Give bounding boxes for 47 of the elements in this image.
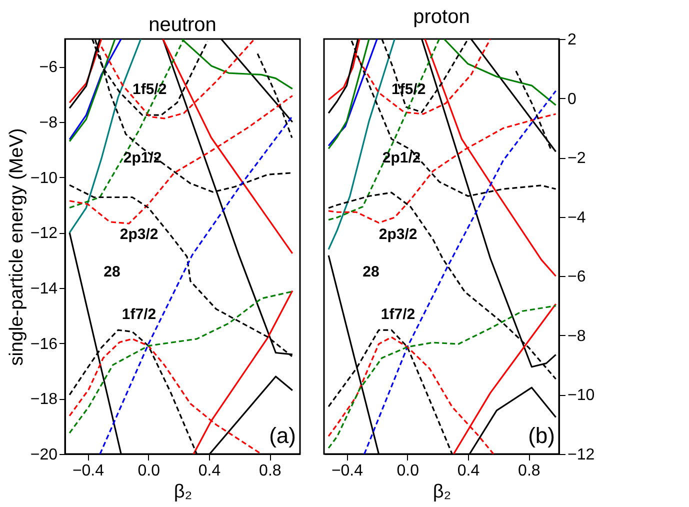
line-series — [99, 116, 293, 454]
y-tick-label: −6 — [568, 268, 586, 286]
y-tick-label: −16 — [30, 336, 58, 353]
annotation: 2p1/2 — [123, 149, 162, 166]
y-axis-title: single-particle energy (MeV) — [6, 128, 28, 366]
annotation: 2p1/2 — [382, 149, 421, 166]
chart-title: proton — [413, 6, 470, 28]
y-tick-label: −20 — [30, 446, 58, 464]
annotation: (b) — [528, 423, 555, 448]
x-tick-label: 0.0 — [138, 462, 160, 480]
line-series — [443, 39, 557, 106]
annotation: 28 — [104, 263, 120, 280]
y-tick-label: −12 — [568, 446, 595, 464]
y-tick-label: −8 — [39, 114, 58, 132]
x-tick-label: −0.4 — [331, 462, 364, 480]
x-tick-label: −0.4 — [72, 462, 104, 480]
annotation: 1f7/2 — [380, 306, 416, 324]
y-tick-label: −10 — [30, 170, 58, 187]
y-tick-label: −10 — [568, 387, 595, 404]
annotation: 2p3/2 — [378, 226, 418, 244]
y-tick-label: −2 — [568, 150, 586, 168]
annotation: (a) — [269, 423, 296, 448]
x-tick-label: 0.8 — [259, 462, 282, 480]
chart-title: neutron — [148, 14, 216, 36]
line-series — [328, 39, 378, 147]
x-tick-label: 0.4 — [198, 462, 221, 480]
line-series — [328, 304, 557, 449]
x-axis-title: β₂ — [174, 482, 192, 502]
line-series — [328, 39, 370, 150]
annotation: 2p3/2 — [120, 226, 158, 244]
x-tick-label: 0.0 — [396, 462, 420, 480]
line-series — [328, 39, 440, 221]
y-tick-label: 2 — [568, 32, 576, 48]
y-tick-label: −14 — [30, 280, 58, 298]
x-tick-label: 0.4 — [457, 462, 480, 480]
annotation: 1f5/2 — [132, 80, 167, 98]
x-axis-title: β₂ — [432, 482, 452, 502]
x-tick-label: 0.8 — [518, 462, 540, 480]
y-tick-label: −6 — [39, 59, 58, 76]
y-tick-label: −8 — [568, 328, 586, 345]
y-tick-label: −12 — [30, 225, 58, 242]
y-tick-label: −18 — [30, 391, 58, 408]
annotation: 28 — [362, 263, 380, 280]
annotation: 1f5/2 — [392, 80, 426, 98]
y-tick-label: 0 — [568, 90, 576, 108]
annotation: 1f7/2 — [122, 306, 156, 324]
y-tick-label: −4 — [568, 209, 586, 226]
